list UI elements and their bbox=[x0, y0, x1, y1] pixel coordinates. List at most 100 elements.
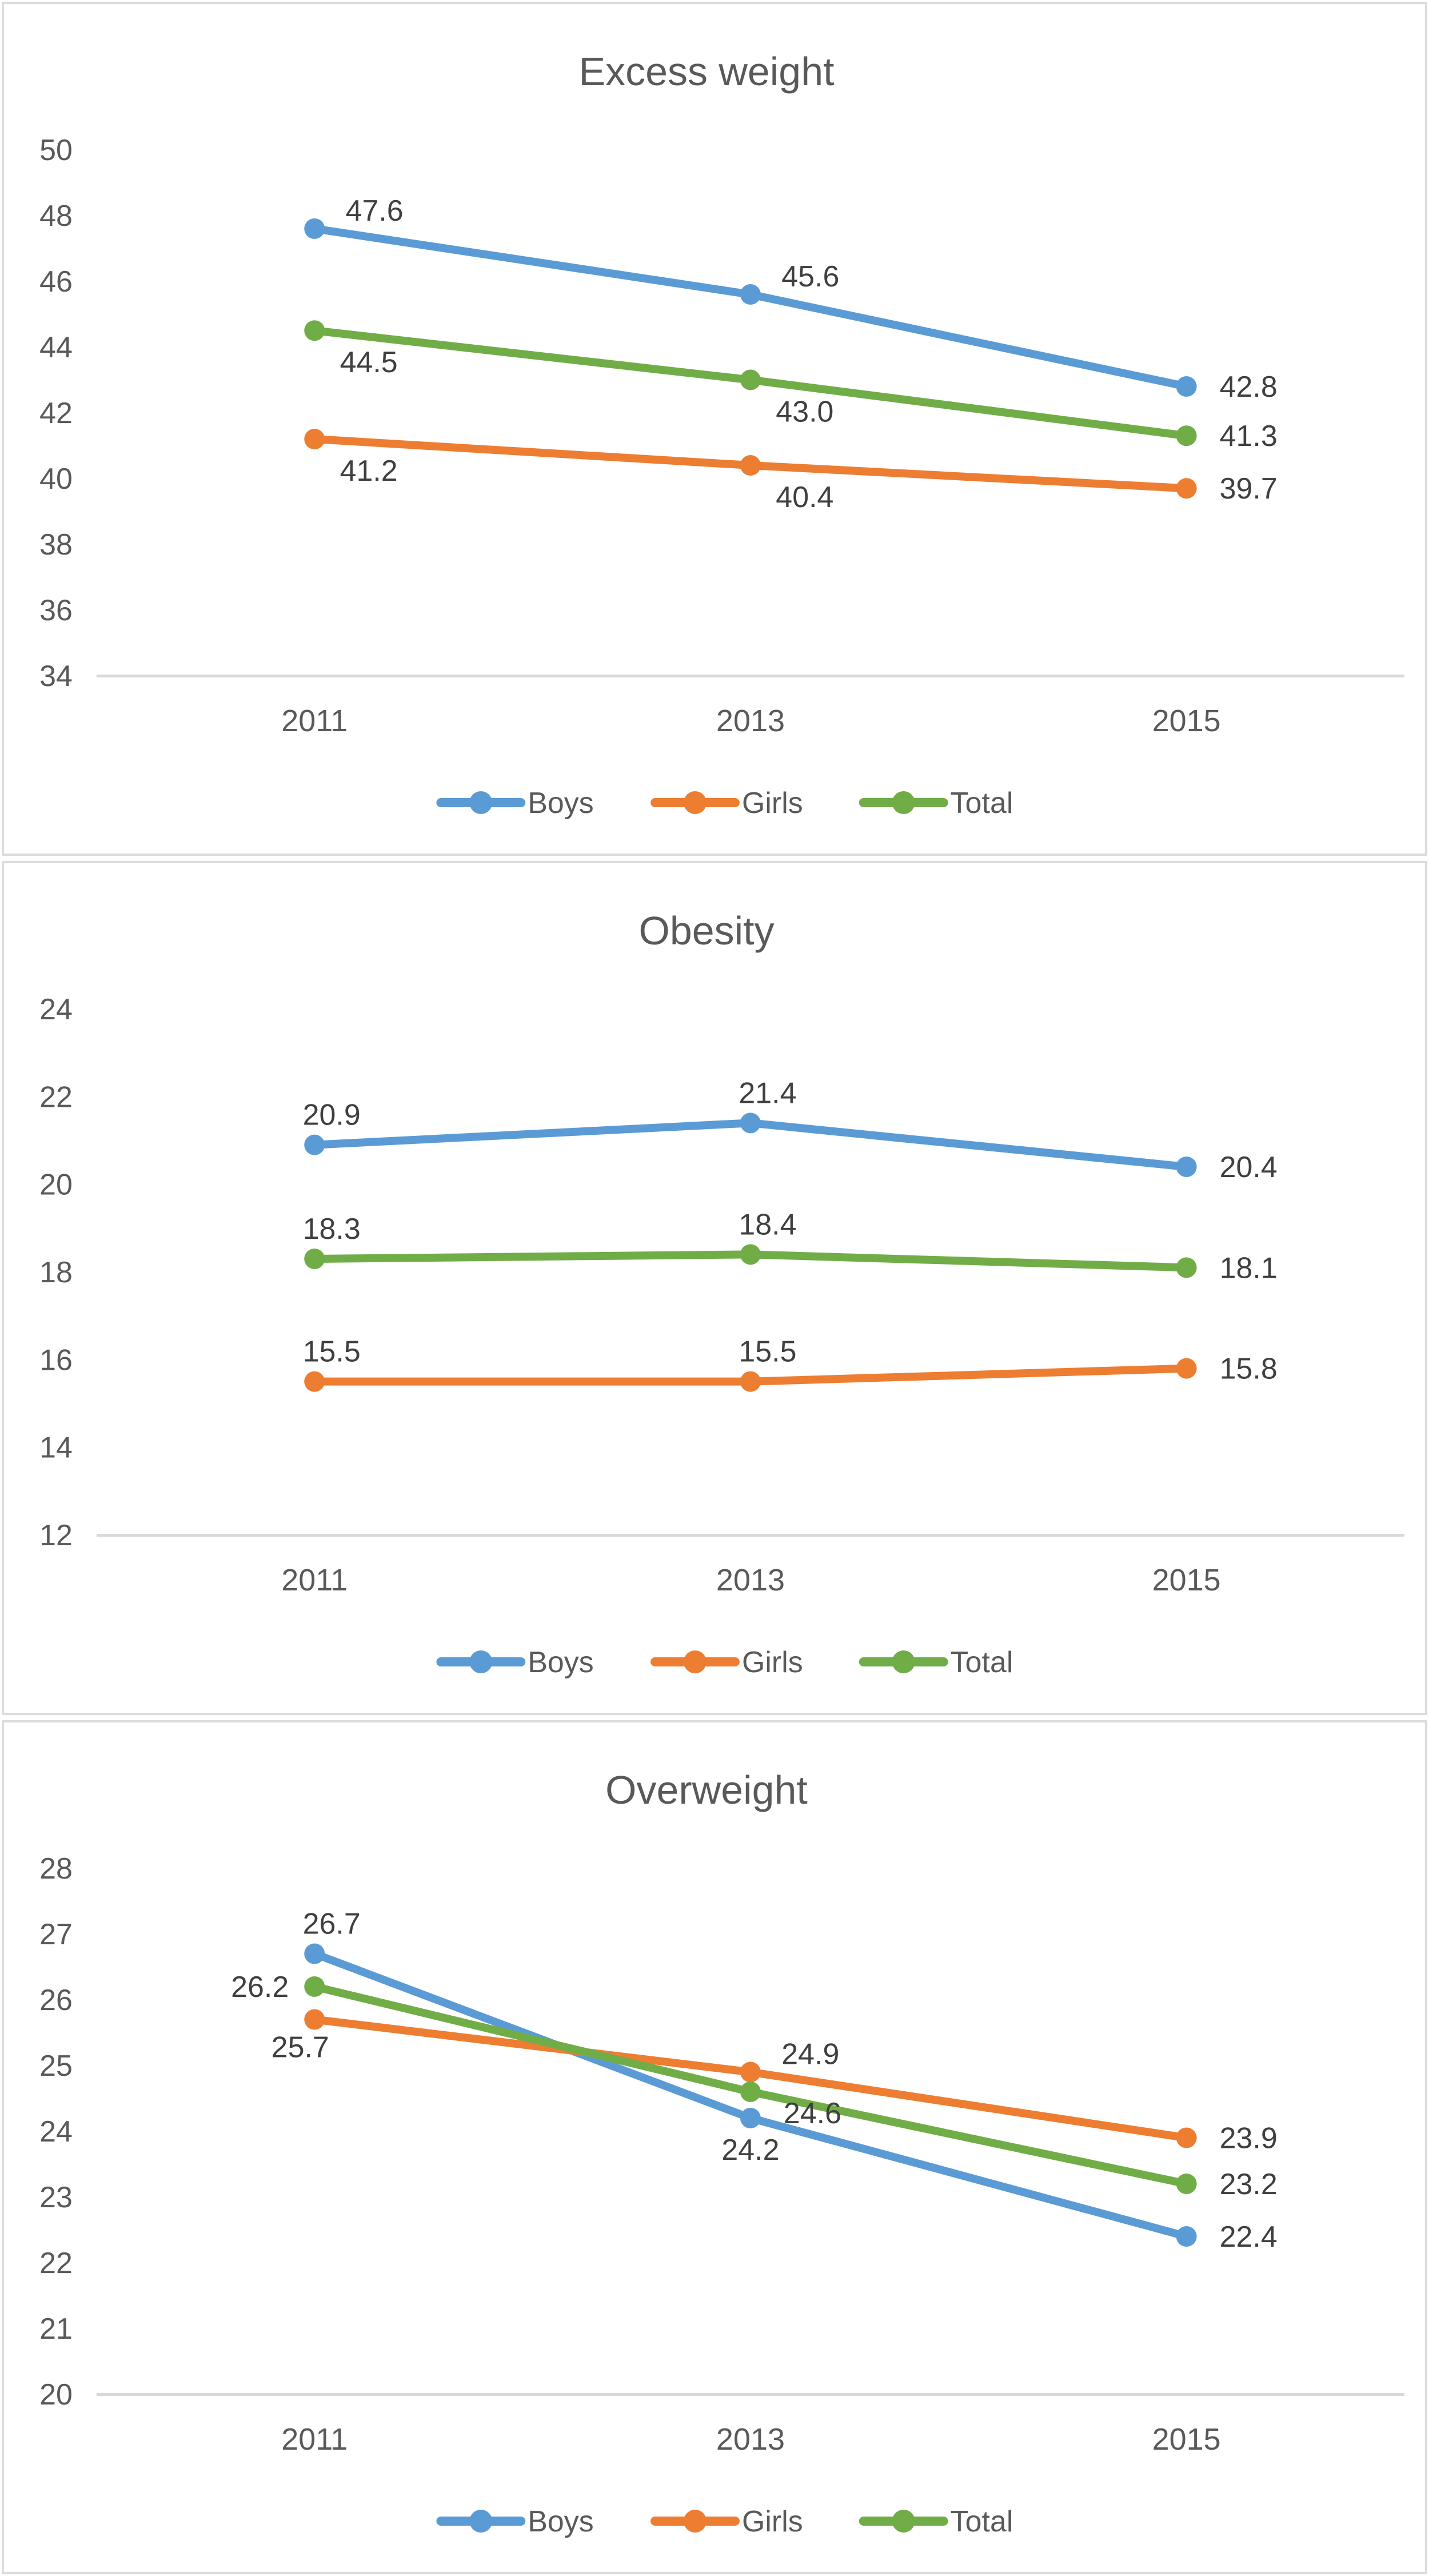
y-axis-tick-label: 42 bbox=[39, 397, 73, 430]
legend-item-total: Total bbox=[859, 1646, 1013, 1679]
y-axis-tick-label: 24 bbox=[39, 2115, 73, 2148]
x-axis-line bbox=[96, 1534, 1405, 1537]
y-axis-tick-label: 46 bbox=[39, 265, 73, 298]
x-axis-label: 2015 bbox=[1152, 2422, 1221, 2457]
data-point-marker-girls bbox=[304, 2009, 325, 2030]
data-point-label-total: 43.0 bbox=[776, 395, 833, 428]
x-axis-line bbox=[96, 675, 1405, 677]
data-point-marker-girls bbox=[740, 455, 761, 476]
data-point-label-boys: 42.8 bbox=[1220, 370, 1278, 404]
data-point-label-total: 24.6 bbox=[784, 2097, 841, 2130]
legend-item-girls: Girls bbox=[650, 2505, 803, 2538]
data-point-marker-girls bbox=[1176, 2127, 1197, 2148]
data-point-label-girls: 39.7 bbox=[1220, 472, 1278, 505]
data-point-marker-total bbox=[1176, 1257, 1197, 1278]
legend-point-marker-total bbox=[892, 1650, 915, 1673]
data-point-marker-total bbox=[1176, 425, 1197, 446]
data-point-marker-total bbox=[740, 2081, 761, 2102]
obesity-chart: Obesity 24 22 20 18 16 14 12 2011 2013 2015 20.9 21.… bbox=[39, 908, 1405, 1679]
legend-label-girls: Girls bbox=[742, 787, 803, 820]
legend-label-boys: Boys bbox=[528, 2505, 594, 2538]
data-point-marker-boys bbox=[1176, 1157, 1197, 1177]
panel-obesity: Obesity 24 22 20 18 16 14 12 2011 2013 2015 20.9 21.… bbox=[2, 861, 1427, 1715]
y-axis-tick-label: 23 bbox=[39, 2181, 73, 2214]
x-axis-label: 2015 bbox=[1152, 704, 1221, 738]
data-point-label-girls: 41.2 bbox=[340, 454, 398, 488]
legend-item-boys: Boys bbox=[436, 1646, 594, 1679]
data-point-label-boys: 20.9 bbox=[303, 1099, 361, 1132]
data-point-marker-total bbox=[740, 1244, 761, 1265]
x-axis-label: 2013 bbox=[716, 1563, 785, 1597]
data-point-label-boys: 20.4 bbox=[1220, 1151, 1278, 1184]
data-point-marker-girls bbox=[304, 1371, 325, 1392]
y-axis-tick-label: 28 bbox=[39, 1852, 73, 1885]
legend-point-marker-total bbox=[892, 2510, 915, 2533]
y-axis-tick-label: 21 bbox=[39, 2312, 73, 2346]
data-point-marker-girls bbox=[740, 1371, 761, 1392]
y-axis-tick-label: 25 bbox=[39, 2049, 73, 2083]
data-point-marker-girls bbox=[304, 429, 325, 449]
data-point-label-boys: 45.6 bbox=[781, 260, 839, 293]
y-axis-tick-label: 44 bbox=[39, 331, 73, 364]
y-axis-tick-label: 36 bbox=[39, 594, 73, 627]
x-axis-label: 2013 bbox=[716, 2422, 785, 2457]
y-axis-tick-label: 34 bbox=[39, 660, 73, 693]
y-axis-tick-label: 24 bbox=[39, 993, 73, 1026]
y-axis-tick-label: 40 bbox=[39, 462, 73, 496]
series-line-boys bbox=[310, 225, 1191, 390]
y-axis-tick-label: 22 bbox=[39, 1080, 73, 1114]
legend-item-boys: Boys bbox=[436, 2505, 594, 2538]
y-axis-tick-label: 48 bbox=[39, 200, 73, 233]
legend-point-marker-girls bbox=[684, 1650, 707, 1673]
data-point-marker-boys bbox=[1176, 376, 1197, 397]
legend-item-girls: Girls bbox=[650, 787, 803, 820]
legend-label-boys: Boys bbox=[528, 787, 594, 820]
legend-label-total: Total bbox=[951, 1646, 1013, 1679]
y-axis-tick-label: 20 bbox=[39, 2378, 73, 2411]
data-point-label-girls: 15.5 bbox=[303, 1335, 361, 1369]
data-point-label-total: 18.1 bbox=[1220, 1251, 1278, 1285]
legend-point-marker-boys bbox=[469, 1650, 493, 1673]
data-point-label-girls: 40.4 bbox=[776, 481, 833, 514]
excess-weight-chart: Excess weight 50 48 46 44 42 40 38 36 34 2011 2013 2… bbox=[39, 49, 1405, 820]
data-point-label-girls: 24.9 bbox=[781, 2037, 839, 2071]
data-point-marker-boys bbox=[740, 1112, 761, 1134]
legend-item-total: Total bbox=[859, 2505, 1013, 2538]
data-point-label-total: 44.5 bbox=[340, 346, 398, 379]
data-point-label-boys: 21.4 bbox=[739, 1076, 796, 1110]
y-axis-tick-label: 26 bbox=[39, 1984, 73, 2017]
chart-title: Excess weight bbox=[578, 49, 834, 94]
y-axis-tick-label: 20 bbox=[39, 1169, 73, 1202]
panel-overweight: Overweight 28 27 26 25 24 23 22 21 20 2011 2013 2015… bbox=[2, 1720, 1427, 2574]
data-point-label-total: 18.4 bbox=[739, 1208, 796, 1241]
legend-point-marker-total bbox=[892, 791, 915, 814]
data-point-marker-boys bbox=[304, 1943, 325, 1964]
data-point-label-girls: 15.8 bbox=[1220, 1353, 1278, 1386]
data-point-label-boys: 26.7 bbox=[303, 1907, 361, 1940]
data-point-label-total: 18.3 bbox=[303, 1213, 361, 1246]
data-point-marker-girls bbox=[1176, 478, 1197, 499]
data-point-label-girls: 15.5 bbox=[739, 1335, 796, 1369]
y-axis-tick-label: 50 bbox=[39, 134, 73, 167]
data-point-label-girls: 25.7 bbox=[272, 2031, 329, 2064]
y-axis-tick-label: 12 bbox=[39, 1519, 73, 1552]
legend-point-marker-boys bbox=[469, 791, 493, 814]
data-point-label-boys: 47.6 bbox=[346, 194, 404, 228]
legend-label-girls: Girls bbox=[742, 2505, 803, 2538]
legend-label-total: Total bbox=[951, 2505, 1013, 2538]
data-point-marker-girls bbox=[740, 2061, 761, 2083]
data-point-label-boys: 24.2 bbox=[721, 2134, 779, 2167]
legend-point-marker-girls bbox=[684, 791, 707, 814]
legend-item-total: Total bbox=[859, 787, 1013, 820]
y-axis-tick-label: 38 bbox=[39, 528, 73, 561]
legend-label-total: Total bbox=[951, 787, 1013, 820]
x-axis-label: 2015 bbox=[1152, 1563, 1221, 1597]
x-axis-line bbox=[96, 2393, 1405, 2396]
data-point-marker-boys bbox=[740, 284, 761, 305]
y-axis-tick-label: 27 bbox=[39, 1918, 73, 1951]
data-point-label-total: 41.3 bbox=[1220, 420, 1278, 453]
data-point-marker-total bbox=[304, 1976, 325, 1997]
panel-excess-weight: Excess weight 50 48 46 44 42 40 38 36 34 2011 2013 2… bbox=[2, 2, 1427, 856]
data-point-marker-total bbox=[304, 1249, 325, 1269]
